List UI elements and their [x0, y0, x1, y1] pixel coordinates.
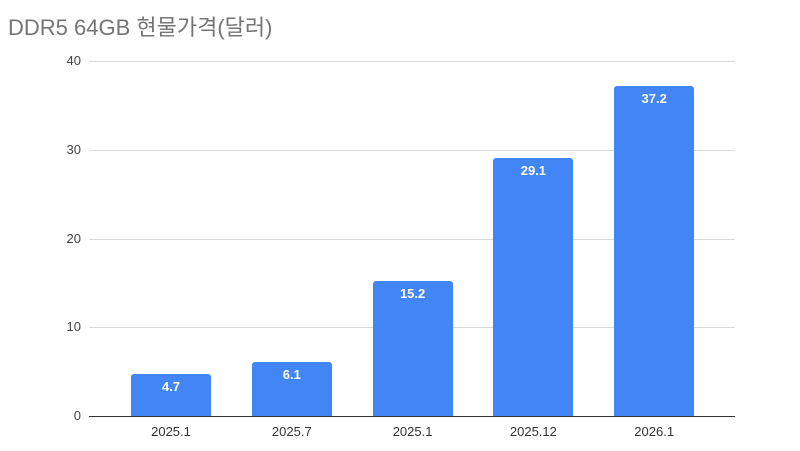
- bar[interactable]: 37.2: [614, 85, 695, 416]
- gridline: [89, 61, 735, 62]
- y-tick-label: 40: [66, 53, 81, 68]
- gridline: [89, 149, 735, 151]
- y-tick-label: 20: [66, 230, 81, 246]
- bar[interactable]: 6.1: [251, 361, 332, 416]
- bar-value-label: 6.1: [282, 366, 301, 382]
- x-axis-baseline: [89, 416, 735, 417]
- bar-value-label: 15.2: [399, 286, 426, 302]
- y-tick-label: 30: [66, 141, 81, 157]
- bar-value-label: 29.1: [520, 162, 547, 178]
- x-tick-label: 2025.1: [392, 424, 433, 439]
- bar[interactable]: 4.7: [131, 374, 211, 416]
- bar[interactable]: 15.2: [372, 281, 453, 416]
- plot-area: 4.7 6.1 15.2 29.1 37.2: [89, 61, 735, 417]
- chart-title: DDR5 64GB 현물가격(달러): [8, 15, 273, 40]
- x-tick-label: 2026.1: [634, 424, 675, 439]
- x-tick-label: 2025.7: [271, 424, 312, 439]
- y-tick-label: 0: [73, 408, 81, 423]
- bar[interactable]: 29.1: [493, 157, 574, 416]
- x-tick-label: 2025.1: [151, 424, 191, 439]
- gridline: [89, 238, 735, 240]
- x-tick-label: 2025.12: [509, 424, 557, 439]
- bar-value-label: 37.2: [641, 90, 667, 106]
- y-tick-label: 10: [66, 319, 81, 335]
- bar-value-label: 4.7: [161, 379, 181, 395]
